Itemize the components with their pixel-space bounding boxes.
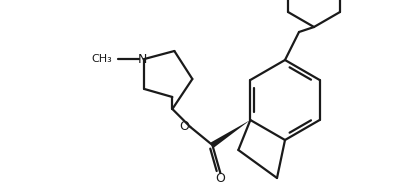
Text: O: O xyxy=(179,121,189,134)
Polygon shape xyxy=(211,120,250,147)
Text: CH₃: CH₃ xyxy=(92,54,112,64)
Text: N: N xyxy=(138,53,147,66)
Text: O: O xyxy=(216,172,225,185)
